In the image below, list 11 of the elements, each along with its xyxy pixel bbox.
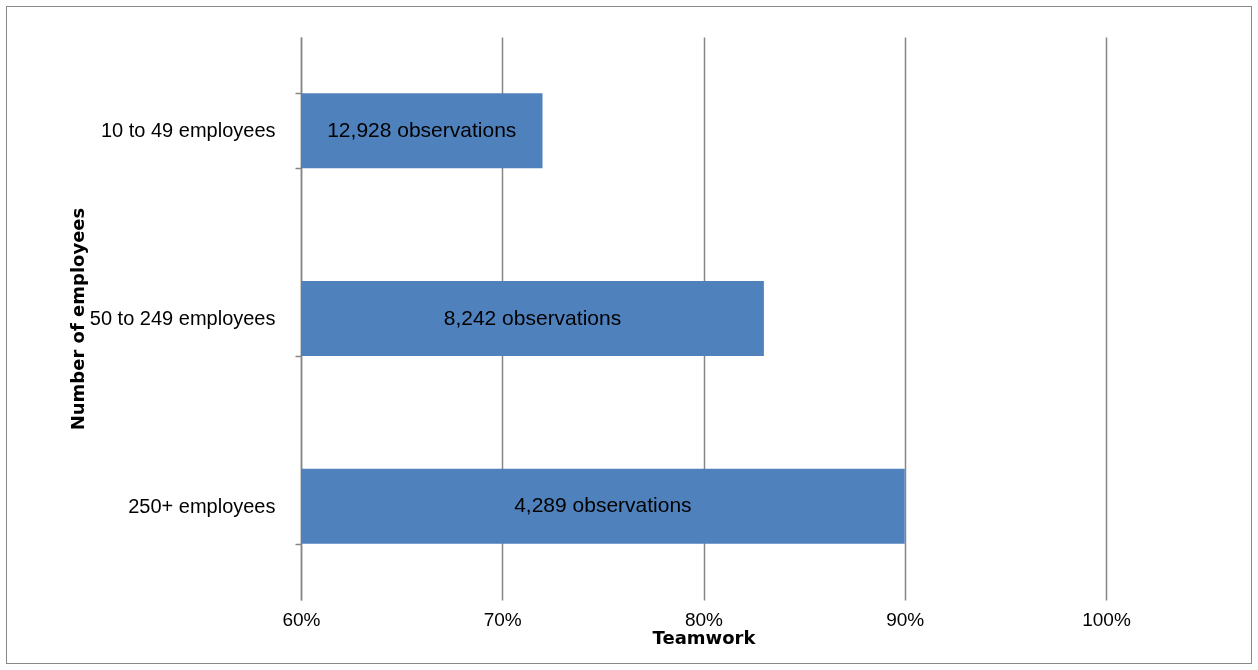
- x-tick-label: 100%: [1082, 608, 1131, 630]
- y-axis-title: Number of employees: [66, 207, 88, 431]
- annotation: 12,928 observations: [327, 117, 517, 141]
- y-tick-label: 10 to 49 employees: [100, 119, 276, 142]
- x-tick-label: 90%: [886, 608, 925, 630]
- y-tick-label: 50 to 249 employees: [89, 307, 276, 329]
- annotation: 8,242 observations: [443, 305, 622, 329]
- x-tick-label: 60%: [282, 608, 321, 630]
- annotation: 4,289 observations: [514, 493, 692, 517]
- y-tick-label: 250+ employees: [128, 494, 276, 517]
- x-tick-label: 70%: [483, 608, 522, 630]
